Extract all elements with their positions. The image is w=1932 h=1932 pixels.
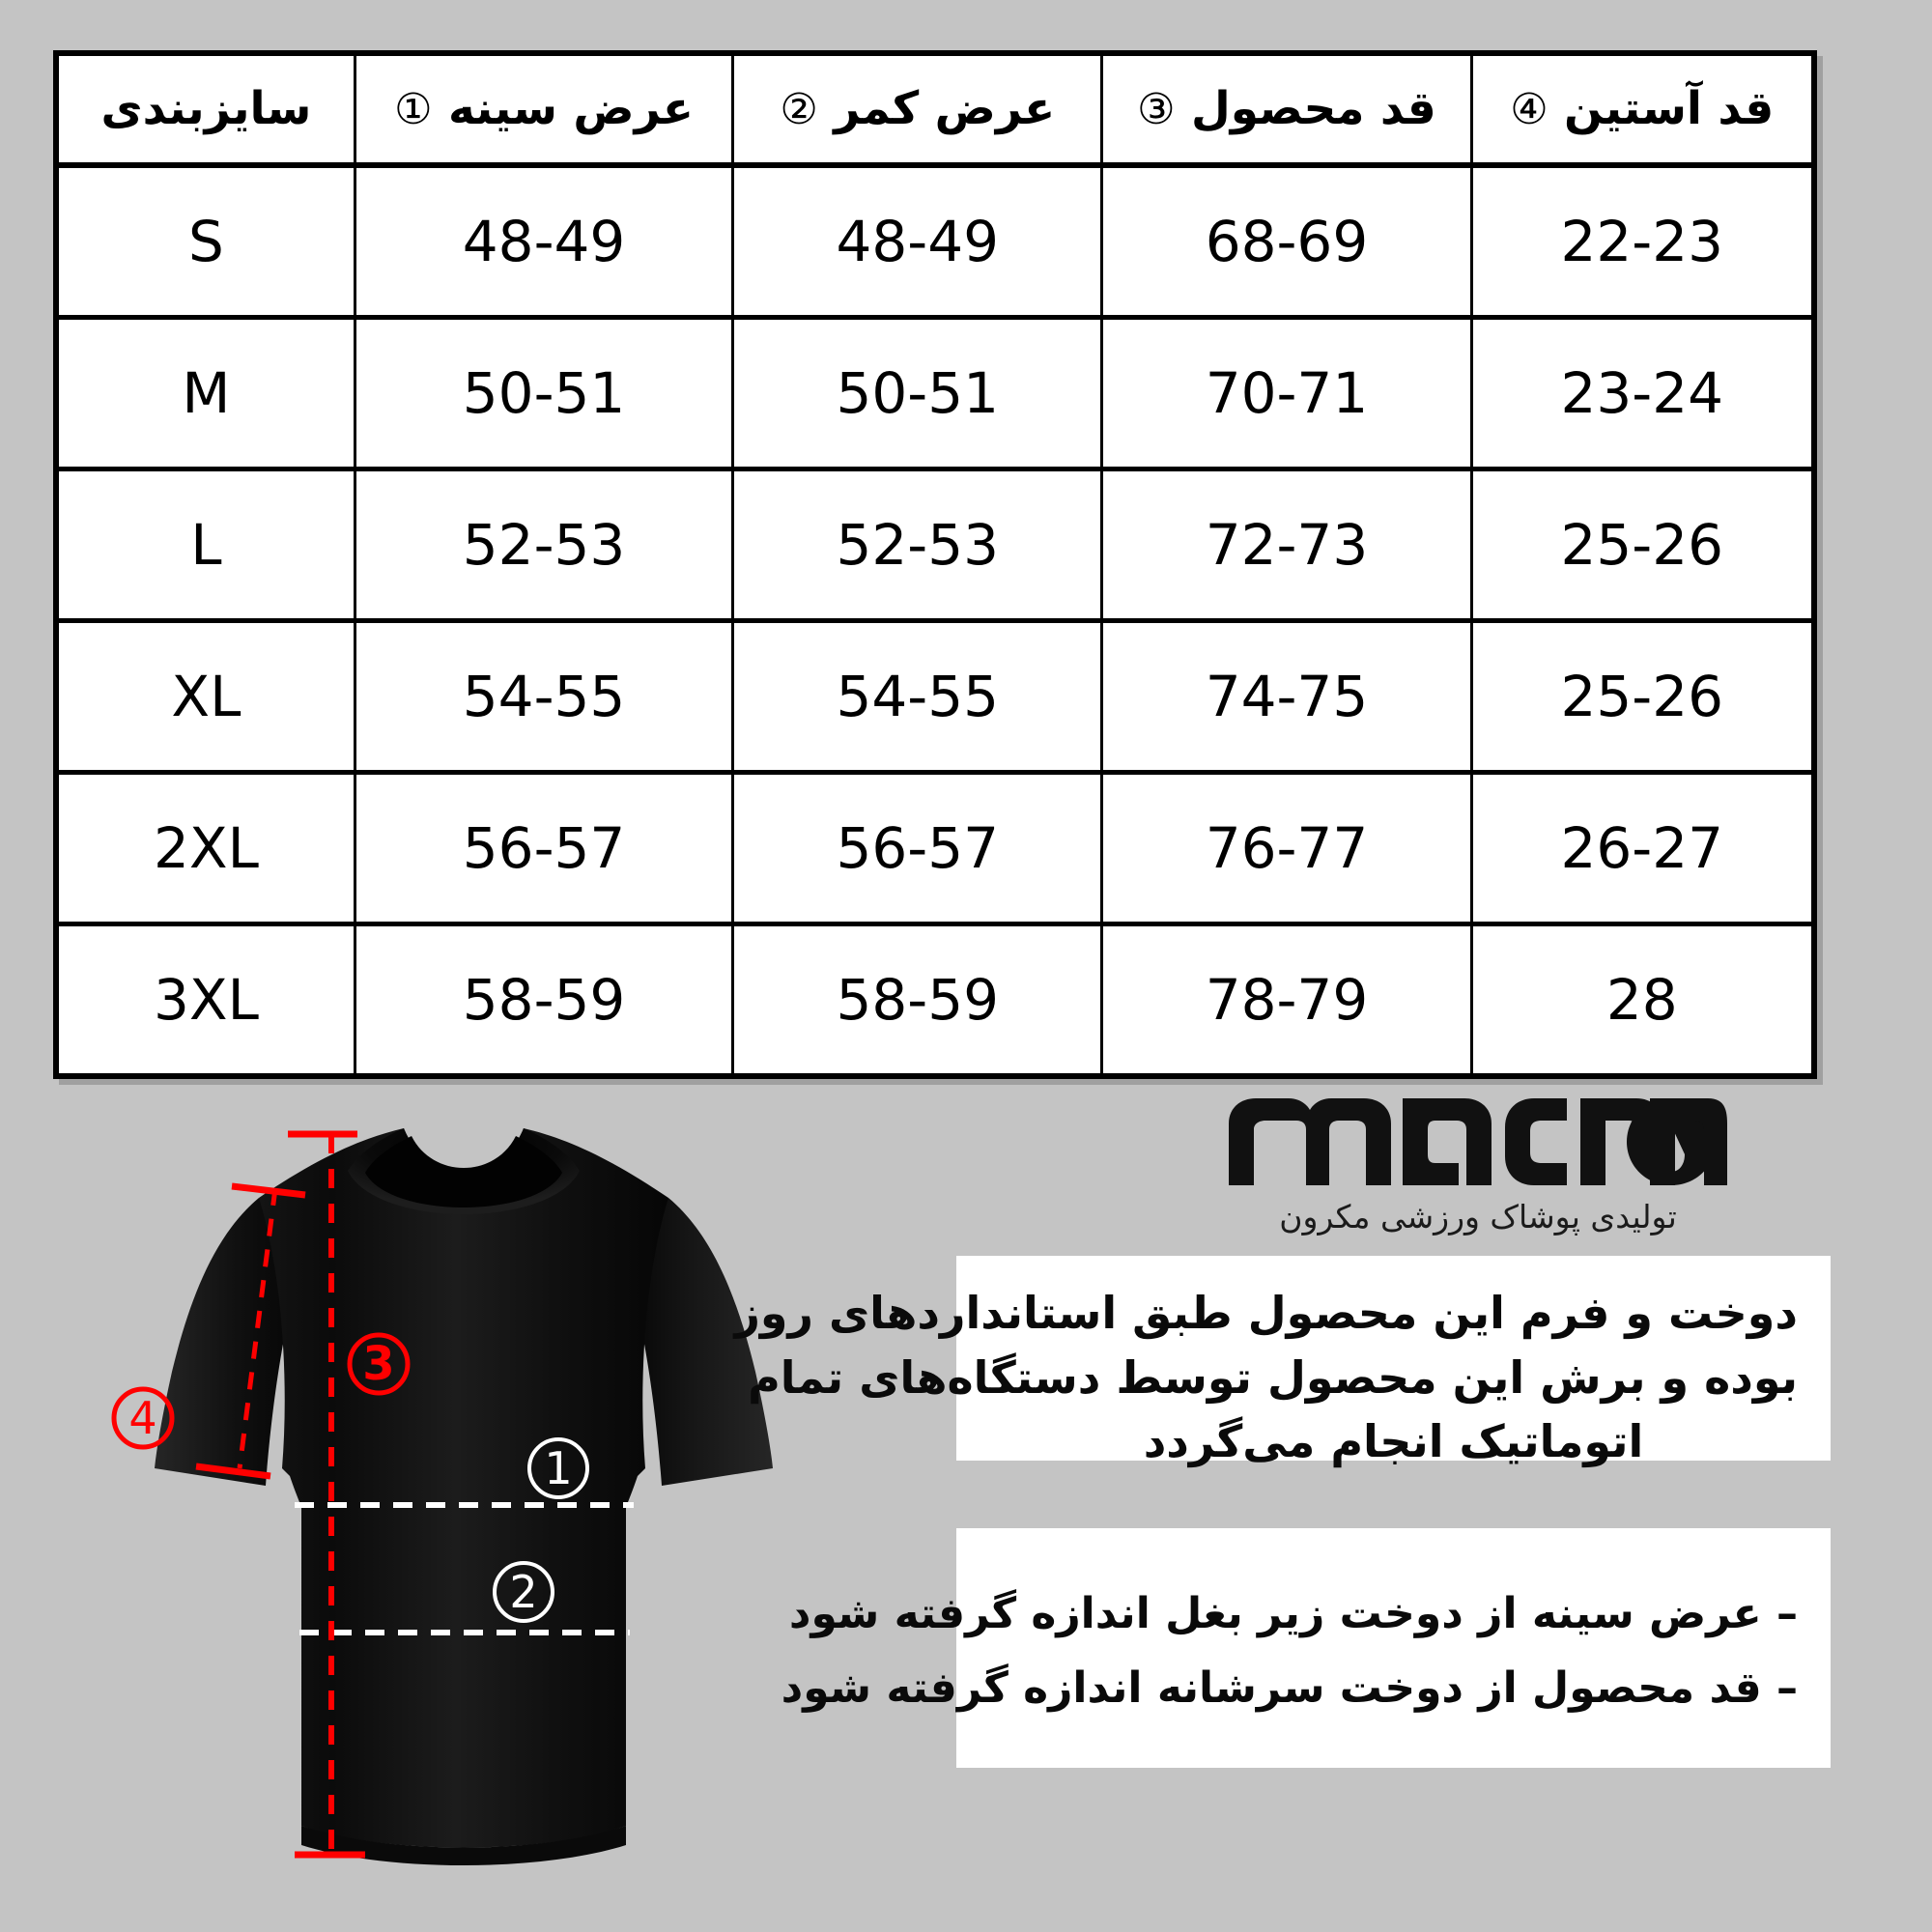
- table-header: سایزبندی عرض سینه ① عرض کمر ②: [54, 51, 1816, 168]
- cell-length: 72-73: [1100, 467, 1473, 622]
- tshirt-right-sleeve: [623, 1198, 773, 1486]
- cell-chest: 52-53: [353, 467, 735, 622]
- svg-text:1: 1: [544, 1442, 572, 1494]
- cell-length: 70-71: [1100, 315, 1473, 470]
- cell-length: 74-75: [1100, 618, 1473, 774]
- measurement-note-length: – قد محصول از دوخت سرشانه اندازه گرفته ش…: [781, 1663, 1798, 1713]
- cell-chest: 48-49: [353, 162, 735, 319]
- marker-two-icon: ②: [780, 85, 818, 135]
- cell-size: L: [54, 467, 356, 622]
- column-header-sleeve: قد آستین ④: [1469, 51, 1816, 168]
- cell-sleeve: 28: [1469, 922, 1816, 1078]
- cell-length: 76-77: [1100, 770, 1473, 925]
- size-chart-table-container: سایزبندی عرض سینه ① عرض کمر ②: [53, 50, 1817, 1079]
- brand-tagline: تولیدی پوشاک ورزشی مکرون: [1279, 1198, 1677, 1236]
- sleeve-measure-line: [237, 1187, 278, 1469]
- tshirt-left-sleeve: [155, 1198, 304, 1486]
- column-header-waist-label: عرض کمر: [834, 82, 1056, 136]
- table-row: S 48-49 48-49 68-69 22-23: [54, 162, 1816, 319]
- cell-sleeve: 22-23: [1469, 162, 1816, 319]
- cell-size: S: [54, 162, 356, 319]
- cell-waist: 58-59: [731, 922, 1104, 1078]
- svg-text:4: 4: [128, 1392, 156, 1444]
- measurement-note-chest: – عرض سینه از دوخت زیر بغل اندازه گرفته …: [788, 1589, 1798, 1638]
- sleeve-top-tick: [231, 1182, 306, 1199]
- measurement-instructions-box: – عرض سینه از دوخت زیر بغل اندازه گرفته …: [781, 1528, 1831, 1768]
- column-header-length-label: قد محصول: [1190, 82, 1436, 136]
- cell-chest: 56-57: [353, 770, 735, 925]
- column-header-size-label: سایزبندی: [100, 82, 312, 136]
- svg-text:3: 3: [362, 1337, 394, 1391]
- brand-block: تولیدی پوشاک ورزشی مکرون: [1121, 1096, 1835, 1236]
- column-header-chest-label: عرض سینه: [447, 82, 695, 136]
- sleeve-bottom-tick: [195, 1463, 271, 1480]
- cell-waist: 48-49: [731, 162, 1104, 319]
- table-row: 2XL 56-57 56-57 76-77 26-27: [54, 770, 1816, 925]
- table-header-row: سایزبندی عرض سینه ① عرض کمر ②: [54, 51, 1816, 168]
- cell-size: M: [54, 315, 356, 470]
- cell-sleeve: 23-24: [1469, 315, 1816, 470]
- tshirt-collar-opening: [365, 1136, 562, 1208]
- cell-waist: 52-53: [731, 467, 1104, 622]
- marker-one-badge: 1: [527, 1437, 589, 1499]
- column-header-sleeve-label: قد آستین: [1564, 82, 1775, 136]
- cell-waist: 54-55: [731, 618, 1104, 774]
- marker-one-icon: ①: [394, 85, 433, 135]
- cell-waist: 56-57: [731, 770, 1104, 925]
- cell-sleeve: 25-26: [1469, 618, 1816, 774]
- table-body: S 48-49 48-49 68-69 22-23 M 50-51 50-51 …: [54, 162, 1816, 1078]
- quality-note-line-3: اتوماتیک انجام می‌گردد: [1143, 1415, 1644, 1468]
- marker-two-badge: 2: [493, 1561, 554, 1623]
- table-row: M 50-51 50-51 70-71 23-24: [54, 315, 1816, 470]
- marker-four-badge: 4: [111, 1386, 175, 1450]
- cell-sleeve: 25-26: [1469, 467, 1816, 622]
- cell-sleeve: 26-27: [1469, 770, 1816, 925]
- column-header-size: سایزبندی: [54, 51, 356, 168]
- product-quality-note-box: دوخت و فرم این محصول طبق استانداردهای رو…: [734, 1256, 1831, 1467]
- column-header-waist: عرض کمر ②: [731, 51, 1104, 168]
- marker-three-badge: 3: [347, 1332, 411, 1396]
- marker-four-icon: ④: [1510, 85, 1548, 135]
- cell-waist: 50-51: [731, 315, 1104, 470]
- table-row: L 52-53 52-53 72-73 25-26: [54, 467, 1816, 622]
- cell-length: 78-79: [1100, 922, 1473, 1078]
- svg-text:2: 2: [509, 1566, 537, 1618]
- quality-note-line-2: بوده و برش این محصول توسط دستگاه‌های تما…: [748, 1350, 1798, 1404]
- marker-three-icon: ③: [1137, 85, 1176, 135]
- table-row: 3XL 58-59 58-59 78-79 28: [54, 922, 1816, 1078]
- cell-size: XL: [54, 618, 356, 774]
- cell-chest: 50-51: [353, 315, 735, 470]
- cell-length: 68-69: [1100, 162, 1473, 319]
- table-row: XL 54-55 54-55 74-75 25-26: [54, 618, 1816, 774]
- tshirt-body: [259, 1128, 668, 1848]
- cell-chest: 58-59: [353, 922, 735, 1078]
- tshirt-hem: [301, 1826, 626, 1865]
- column-header-length: قد محصول ③: [1100, 51, 1473, 168]
- cell-chest: 54-55: [353, 618, 735, 774]
- size-chart-table: سایزبندی عرض سینه ① عرض کمر ②: [53, 50, 1817, 1079]
- tshirt-measurement-diagram: 3 4 1 2: [97, 1082, 831, 1893]
- macron-logo-icon: [1229, 1098, 1727, 1185]
- cell-size: 3XL: [54, 922, 356, 1078]
- column-header-chest: عرض سینه ①: [353, 51, 735, 168]
- quality-note-line-1: دوخت و فرم این محصول طبق استانداردهای رو…: [734, 1287, 1798, 1339]
- cell-size: 2XL: [54, 770, 356, 925]
